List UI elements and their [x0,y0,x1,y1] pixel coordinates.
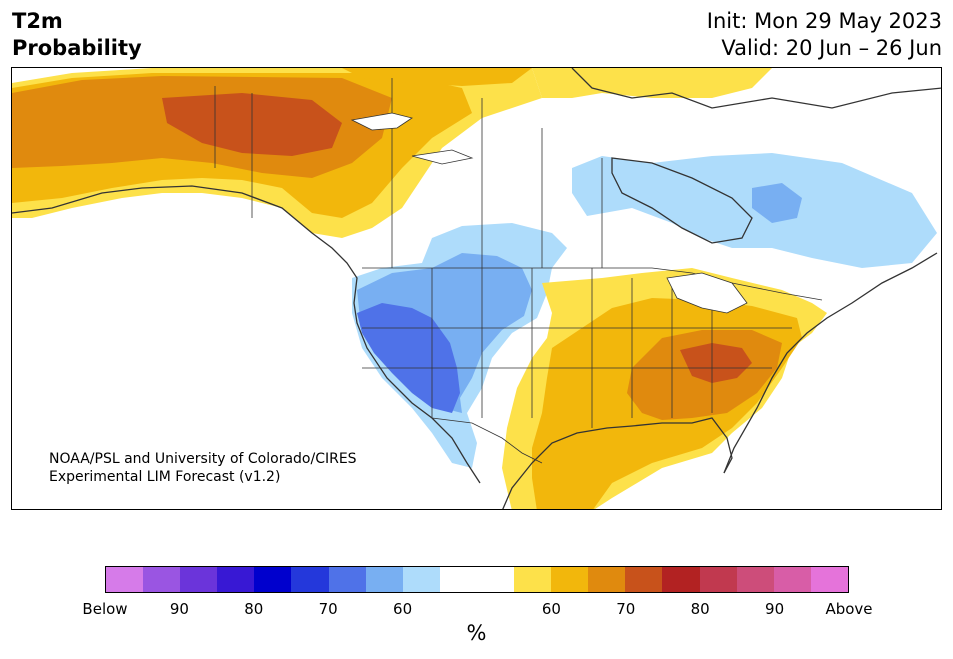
map-title: T2m Probability [12,8,142,62]
colorbar-swatch [291,567,329,592]
canada-us-border [362,267,823,301]
colorbar-swatch [588,567,626,592]
colorbar-swatch [476,567,515,592]
credit-line-2: Experimental LIM Forecast (v1.2) [49,469,281,485]
colorbar-swatch [180,567,218,592]
coastline-west [12,185,481,484]
political-borders [214,78,823,464]
colorbar-ticks: Below 90 80 70 60 60 70 80 90 Above [82,600,872,618]
colorbar-units: % [466,621,487,645]
colorbar-swatch [551,567,589,592]
great-lakes [666,272,748,314]
coastline-east [723,252,938,474]
colorbar-swatch [106,567,144,592]
region-below-65-west [357,253,532,413]
lakes [350,112,748,314]
colorbar-swatch [328,567,366,592]
forecast-credit: NOAA/PSL and University of Colorado/CIRE… [49,450,357,486]
init-date: Init: Mon 29 May 2023 [706,9,942,33]
colorbar-tick-label: 90 [169,600,189,618]
colorbar-swatch [699,567,737,592]
colorbar-tick-label: 80 [690,600,710,618]
colorbar-swatch [439,567,477,592]
state-lines [362,268,792,428]
colorbar-swatch [662,567,700,592]
us-mexico-border [431,417,543,464]
colorbar-tick-label: 70 [616,600,636,618]
colorbar-swatch [217,567,255,592]
colorbar-tick-label: 60 [393,600,413,618]
colorbar [105,566,849,593]
colorbar-swatch [773,567,811,592]
province-lines [251,78,603,268]
colorbar-swatch [143,567,181,592]
colorbar-tick-label: 70 [318,600,338,618]
colorbar-tick-label: Above [825,600,873,618]
colorbar-swatch [625,567,663,592]
region-below-70-west [357,303,460,413]
title-line-2: Probability [12,36,142,60]
coastline-gulf [502,417,733,509]
region-below-60-east [572,153,937,268]
colorbar-swatch [402,567,440,592]
region-above-65-arctic [342,68,532,86]
colorbar-swatch [810,567,848,592]
region-above-75-southeast [680,343,752,383]
great-slave-lake [411,149,474,165]
colorbar-swatch [514,567,552,592]
colorbar-tick-label: 80 [244,600,264,618]
map-panel [11,67,942,510]
great-bear-lake [350,112,413,131]
valid-range: Valid: 20 Jun – 26 Jun [721,36,942,60]
forecast-dates: Init: Mon 29 May 2023 Valid: 20 Jun – 26… [707,8,942,62]
map-canvas [12,68,941,509]
coastline-arctic [571,68,941,109]
region-above-60-arctic [532,68,772,98]
colorbar-tick-label: 90 [765,600,785,618]
colorbar-tick-label: 60 [541,600,561,618]
colorbar-swatch [736,567,774,592]
credit-line-1: NOAA/PSL and University of Colorado/CIRE… [49,451,357,467]
colorbar-swatch [254,567,292,592]
colorbar-tick-label: Below [82,600,128,618]
coastline-hudson [611,157,753,244]
colorbar-swatch [365,567,403,592]
title-line-1: T2m [12,9,63,33]
coastlines [12,68,941,509]
region-below-65-east [752,183,802,223]
